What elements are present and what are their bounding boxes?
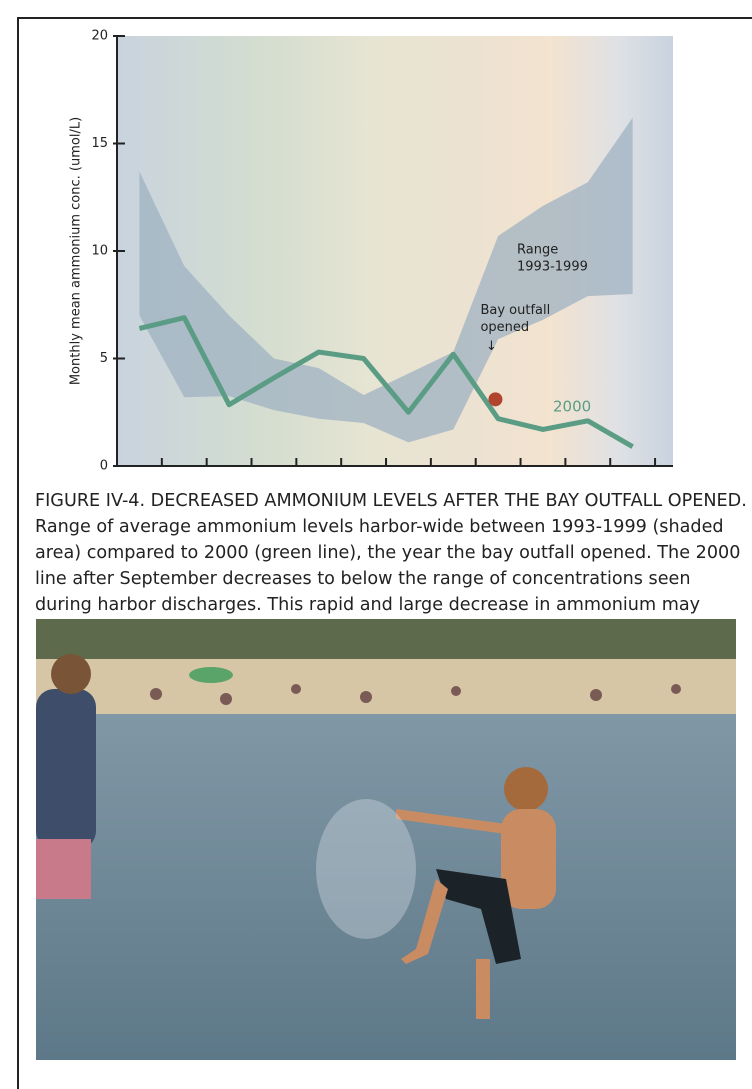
annotation-text: opened [480,320,529,335]
x-tick-label: A [449,484,459,485]
y-tick-label: 5 [100,351,108,366]
x-tick-label: A [269,484,279,485]
photo [36,619,736,1060]
annotation-text: Bay outfall [480,303,550,318]
trees [36,619,736,664]
x-tick-label: J [405,484,410,485]
beach [36,659,736,714]
x-tick-label: O [537,484,548,485]
annotation-arrow: ↓ [486,339,497,354]
x-tick-label: M [313,484,325,485]
y-tick-label: 20 [91,29,108,44]
splash [316,799,416,939]
y-tick-label: 10 [91,244,108,259]
range-label: Range [517,243,558,258]
x-tick-label: D [627,484,638,485]
data-line [138,315,634,449]
series-label: 2000 [553,398,591,416]
y-tick-label: 0 [100,459,108,474]
x-tick-label: F [180,484,188,485]
page-frame [17,17,752,1089]
x-tick-label: N [583,484,593,485]
range-band [139,117,633,443]
x-tick-label: M [223,484,235,485]
x-tick-label: J [136,484,141,485]
y-axis-label: Monthly mean ammonium conc. (umol/L) [69,117,84,385]
umbrella [189,667,233,683]
chart: Monthly mean ammonium conc. (umol/L) Ran… [69,29,673,485]
y-tick-label: 15 [91,136,108,151]
x-tick-label: S [494,484,503,485]
crowd [150,684,681,705]
annotation-point [488,392,503,407]
boy [396,767,556,1019]
girl [36,654,96,899]
caption-heading: FIGURE IV-4. DECREASED AMMONIUM LEVELS A… [35,491,747,511]
range-label: 1993-1999 [517,260,588,275]
x-tick-label: J [361,484,366,485]
